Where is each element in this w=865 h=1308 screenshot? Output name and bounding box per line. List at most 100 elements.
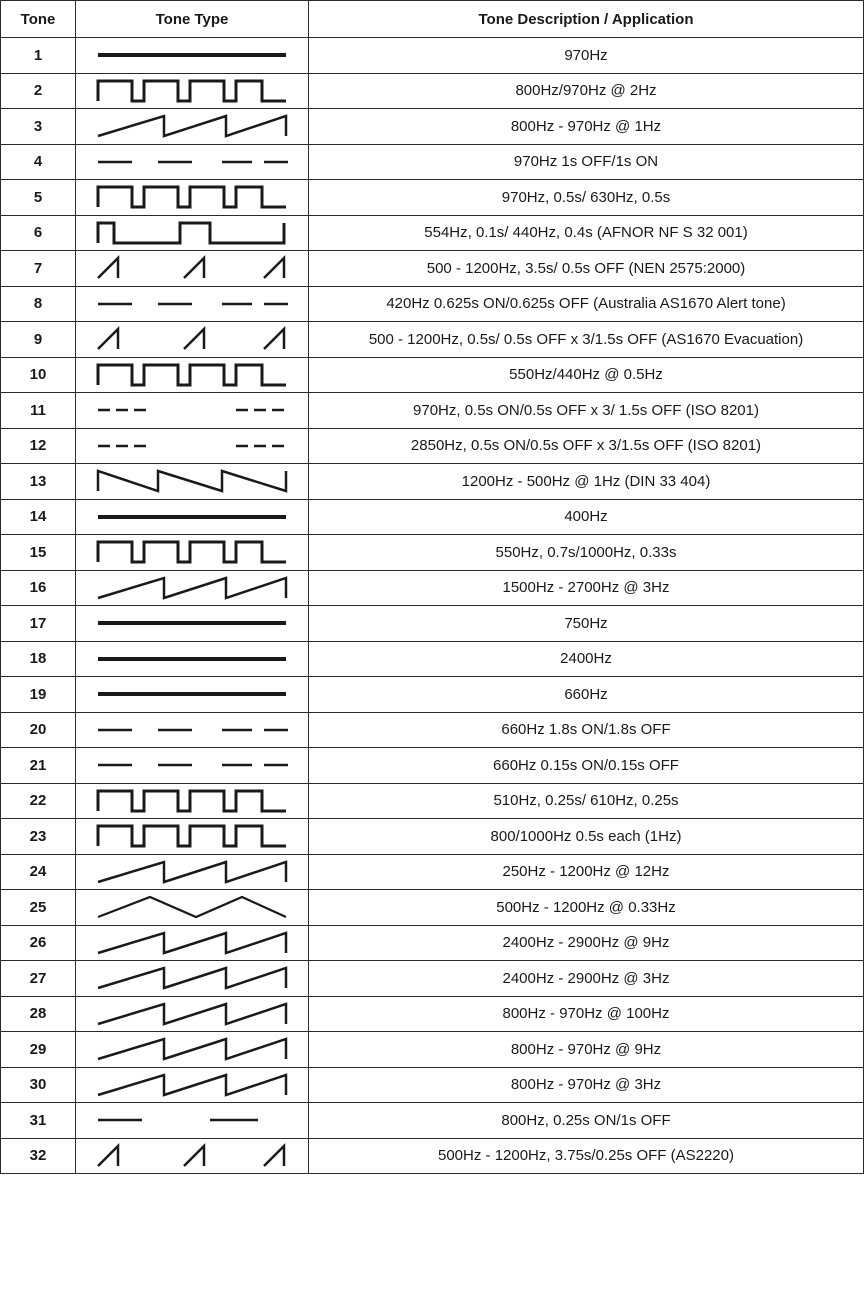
table-row: 19 660Hz <box>0 676 864 713</box>
table-row: 12 2850Hz, 0.5s ON/0.5s OFF x 3/1.5s OFF … <box>0 427 864 464</box>
tone-description: 400Hz <box>308 498 864 535</box>
tone-type-ramp-gap-icon <box>75 250 309 287</box>
tone-type-triangle-icon <box>75 889 309 926</box>
tone-description: 970Hz, 0.5s ON/0.5s OFF x 3/ 1.5s OFF (I… <box>308 392 864 429</box>
tone-number: 5 <box>0 179 76 216</box>
tone-description: 800Hz/970Hz @ 2Hz <box>308 72 864 109</box>
tone-description: 970Hz, 0.5s/ 630Hz, 0.5s <box>308 179 864 216</box>
tone-number: 23 <box>0 818 76 855</box>
tone-type-sawtooth-3-icon <box>75 853 309 890</box>
tone-description: 550Hz, 0.7s/1000Hz, 0.33s <box>308 534 864 571</box>
tone-description: 2850Hz, 0.5s ON/0.5s OFF x 3/1.5s OFF (I… <box>308 427 864 464</box>
tone-description: 2400Hz - 2900Hz @ 9Hz <box>308 924 864 961</box>
tone-type-continuous-icon <box>75 676 309 713</box>
table-row: 7 500 - 1200Hz, 3.5s/ 0.5s OFF (NEN 2575:… <box>0 250 864 287</box>
tone-description: 660Hz <box>308 676 864 713</box>
tone-type-square-icon <box>75 72 309 109</box>
tone-description: 800Hz - 970Hz @ 3Hz <box>308 1066 864 1103</box>
tone-number: 8 <box>0 285 76 322</box>
tone-description: 800/1000Hz 0.5s each (1Hz) <box>308 818 864 855</box>
tone-number: 21 <box>0 747 76 784</box>
table-row: 16 1500Hz - 2700Hz @ 3Hz <box>0 569 864 606</box>
header-tone-type: Tone Type <box>75 0 309 38</box>
tone-number: 11 <box>0 392 76 429</box>
table-row: 8 420Hz 0.625s ON/0.625s OFF (Australia A… <box>0 285 864 322</box>
tone-description: 1500Hz - 2700Hz @ 3Hz <box>308 569 864 606</box>
table-row: 10 550Hz/440Hz @ 0.5Hz <box>0 356 864 393</box>
tone-type-dash-pair-icon <box>75 1102 309 1139</box>
tone-type-sawtooth-3-icon <box>75 995 309 1032</box>
tone-number: 10 <box>0 356 76 393</box>
table-row: 30 800Hz - 970Hz @ 3Hz <box>0 1066 864 1103</box>
table-row: 22 510Hz, 0.25s/ 610Hz, 0.25s <box>0 782 864 819</box>
tone-number: 1 <box>0 37 76 74</box>
tone-number: 29 <box>0 1031 76 1068</box>
tone-description: 500Hz - 1200Hz @ 0.33Hz <box>308 889 864 926</box>
tone-number: 30 <box>0 1066 76 1103</box>
tone-number: 26 <box>0 924 76 961</box>
tone-type-square-icon <box>75 782 309 819</box>
table-row: 5 970Hz, 0.5s/ 630Hz, 0.5s <box>0 179 864 216</box>
tone-number: 12 <box>0 427 76 464</box>
tone-description: 970Hz 1s OFF/1s ON <box>308 143 864 180</box>
tone-description: 750Hz <box>308 605 864 642</box>
tone-type-continuous-icon <box>75 640 309 677</box>
tone-description: 800Hz - 970Hz @ 9Hz <box>308 1031 864 1068</box>
tone-number: 25 <box>0 889 76 926</box>
header-row: Tone Tone Type Tone Description / Applic… <box>0 0 864 38</box>
tone-number: 2 <box>0 72 76 109</box>
tone-type-sawtooth-3-icon <box>75 1031 309 1068</box>
tone-number: 22 <box>0 782 76 819</box>
table-row: 23 800/1000Hz 0.5s each (1Hz) <box>0 818 864 855</box>
tone-number: 14 <box>0 498 76 535</box>
table-row: 1 970Hz <box>0 37 864 74</box>
tone-type-sawtooth-3-icon <box>75 569 309 606</box>
table-row: 2 800Hz/970Hz @ 2Hz <box>0 72 864 109</box>
tone-number: 7 <box>0 250 76 287</box>
tone-number: 28 <box>0 995 76 1032</box>
tone-description: 550Hz/440Hz @ 0.5Hz <box>308 356 864 393</box>
tone-type-sawtooth-3-icon <box>75 108 309 145</box>
tone-type-ramp-gap-icon <box>75 1137 309 1174</box>
tone-number: 19 <box>0 676 76 713</box>
table-row: 14 400Hz <box>0 498 864 535</box>
tone-type-continuous-icon <box>75 498 309 535</box>
table-row: 15 550Hz, 0.7s/1000Hz, 0.33s <box>0 534 864 571</box>
tone-description: 420Hz 0.625s ON/0.625s OFF (Australia AS… <box>308 285 864 322</box>
table-row: 13 1200Hz - 500Hz @ 1Hz (DIN 33 404) <box>0 463 864 500</box>
tone-type-square-icon <box>75 356 309 393</box>
tone-description: 510Hz, 0.25s/ 610Hz, 0.25s <box>308 782 864 819</box>
table-row: 24 250Hz - 1200Hz @ 12Hz <box>0 853 864 890</box>
table-row: 17 750Hz <box>0 605 864 642</box>
tone-type-square-icon <box>75 818 309 855</box>
table-row: 27 2400Hz - 2900Hz @ 3Hz <box>0 960 864 997</box>
table-row: 3 800Hz - 970Hz @ 1Hz <box>0 108 864 145</box>
header-tone: Tone <box>0 0 76 38</box>
tone-number: 24 <box>0 853 76 890</box>
tone-description: 800Hz - 970Hz @ 100Hz <box>308 995 864 1032</box>
tone-number: 9 <box>0 321 76 358</box>
table-row: 32 500Hz - 1200Hz, 3.75s/0.25s OFF (AS222… <box>0 1137 864 1174</box>
tone-type-square-icon <box>75 534 309 571</box>
tone-type-dashes-icon <box>75 747 309 784</box>
tone-type-square-wide-icon <box>75 214 309 251</box>
tone-description: 660Hz 1.8s ON/1.8s OFF <box>308 711 864 748</box>
tone-type-dashes-icon <box>75 711 309 748</box>
tone-type-continuous-icon <box>75 605 309 642</box>
tone-description: 2400Hz <box>308 640 864 677</box>
tone-type-dashes-icon <box>75 285 309 322</box>
tone-number: 6 <box>0 214 76 251</box>
header-tone-description: Tone Description / Application <box>308 0 864 38</box>
table-row: 18 2400Hz <box>0 640 864 677</box>
table-row: 25 500Hz - 1200Hz @ 0.33Hz <box>0 889 864 926</box>
tone-number: 17 <box>0 605 76 642</box>
table-row: 11 970Hz, 0.5s ON/0.5s OFF x 3/ 1.5s OFF … <box>0 392 864 429</box>
tone-type-dashes-icon <box>75 143 309 180</box>
tone-type-square-icon <box>75 179 309 216</box>
table-row: 29 800Hz - 970Hz @ 9Hz <box>0 1031 864 1068</box>
table-row: 4 970Hz 1s OFF/1s ON <box>0 143 864 180</box>
table-row: 26 2400Hz - 2900Hz @ 9Hz <box>0 924 864 961</box>
tone-table: Tone Tone Type Tone Description / Applic… <box>0 0 864 1174</box>
tone-number: 32 <box>0 1137 76 1174</box>
tone-description: 1200Hz - 500Hz @ 1Hz (DIN 33 404) <box>308 463 864 500</box>
